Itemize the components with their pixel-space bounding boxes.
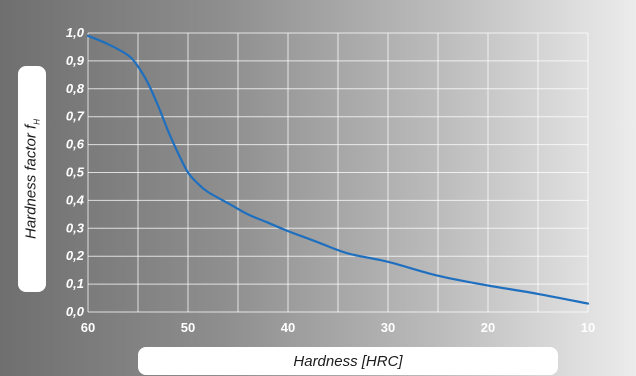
y-tick-label: 0,7 <box>66 109 85 124</box>
x-tick-label: 10 <box>581 320 595 335</box>
x-tick-label: 30 <box>381 320 395 335</box>
x-axis-label: Hardness [HRC] <box>293 352 403 370</box>
x-axis-label-box: Hardness [HRC] <box>138 347 558 375</box>
y-tick-label: 0,2 <box>66 248 85 263</box>
grid-lines <box>87 32 589 313</box>
x-tick-label: 60 <box>81 320 95 335</box>
y-tick-label: 0,3 <box>66 220 85 235</box>
x-tick-label: 50 <box>181 320 195 335</box>
y-axis-label-box <box>18 66 46 292</box>
y-tick-label: 0,9 <box>66 53 85 68</box>
series-lines <box>86 34 590 305</box>
y-tick-label: 0,0 <box>66 304 85 319</box>
x-tick-label: 20 <box>481 320 495 335</box>
y-tick-label: 0,8 <box>66 81 85 96</box>
y-tick-label: 0,6 <box>66 137 85 152</box>
x-tick-label: 40 <box>281 320 295 335</box>
hardness-factor-line <box>86 34 590 305</box>
x-tick-labels: 60 50 40 30 20 10 <box>81 320 595 335</box>
y-tick-labels: 0,0 0,1 0,2 0,3 0,4 0,5 0,6 0,7 0,8 0,9 1,0 <box>66 25 85 319</box>
y-tick-label: 0,4 <box>66 192 85 207</box>
y-tick-label: 0,5 <box>66 165 85 180</box>
y-tick-label: 1,0 <box>66 25 85 40</box>
y-tick-label: 0,1 <box>66 276 84 291</box>
